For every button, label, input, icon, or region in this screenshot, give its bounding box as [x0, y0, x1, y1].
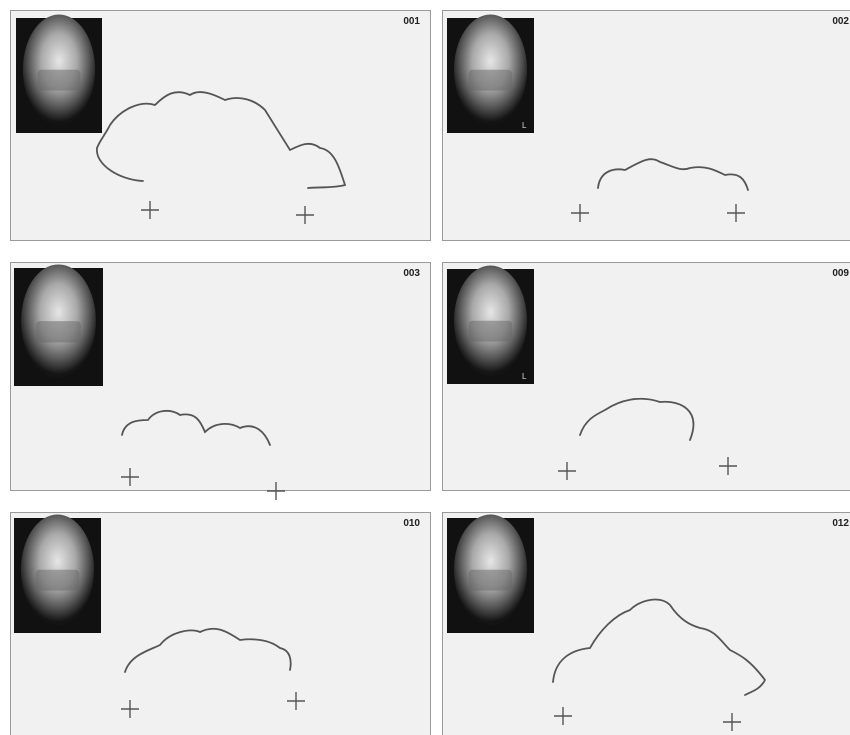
panel-id: 001: [403, 16, 420, 27]
xray-marker: L: [522, 372, 527, 381]
page: 001L002003L009010012 (() => { const data…: [0, 0, 850, 735]
xray-marker: L: [522, 121, 527, 130]
panel: L 002: [443, 11, 850, 241]
panel: 003: [11, 263, 431, 501]
panel: 010: [11, 513, 431, 735]
xray-orbits: [469, 70, 513, 91]
panel-id: 012: [832, 518, 849, 529]
panel-id: 002: [832, 16, 849, 27]
xray-orbits: [469, 570, 513, 591]
panel: 001: [11, 11, 431, 241]
panel-id: 010: [403, 518, 420, 529]
xray-orbits: [38, 70, 81, 91]
panel: 012: [443, 513, 850, 735]
panel-id: 003: [403, 268, 420, 279]
xray-orbits: [469, 321, 513, 342]
figure: 001 L 002 003 L 009 010 012: [0, 0, 850, 735]
xray-orbits: [36, 570, 80, 591]
xray-orbits: [36, 321, 81, 342]
panel-id: 009: [832, 268, 849, 279]
panel: L 009: [443, 263, 850, 491]
